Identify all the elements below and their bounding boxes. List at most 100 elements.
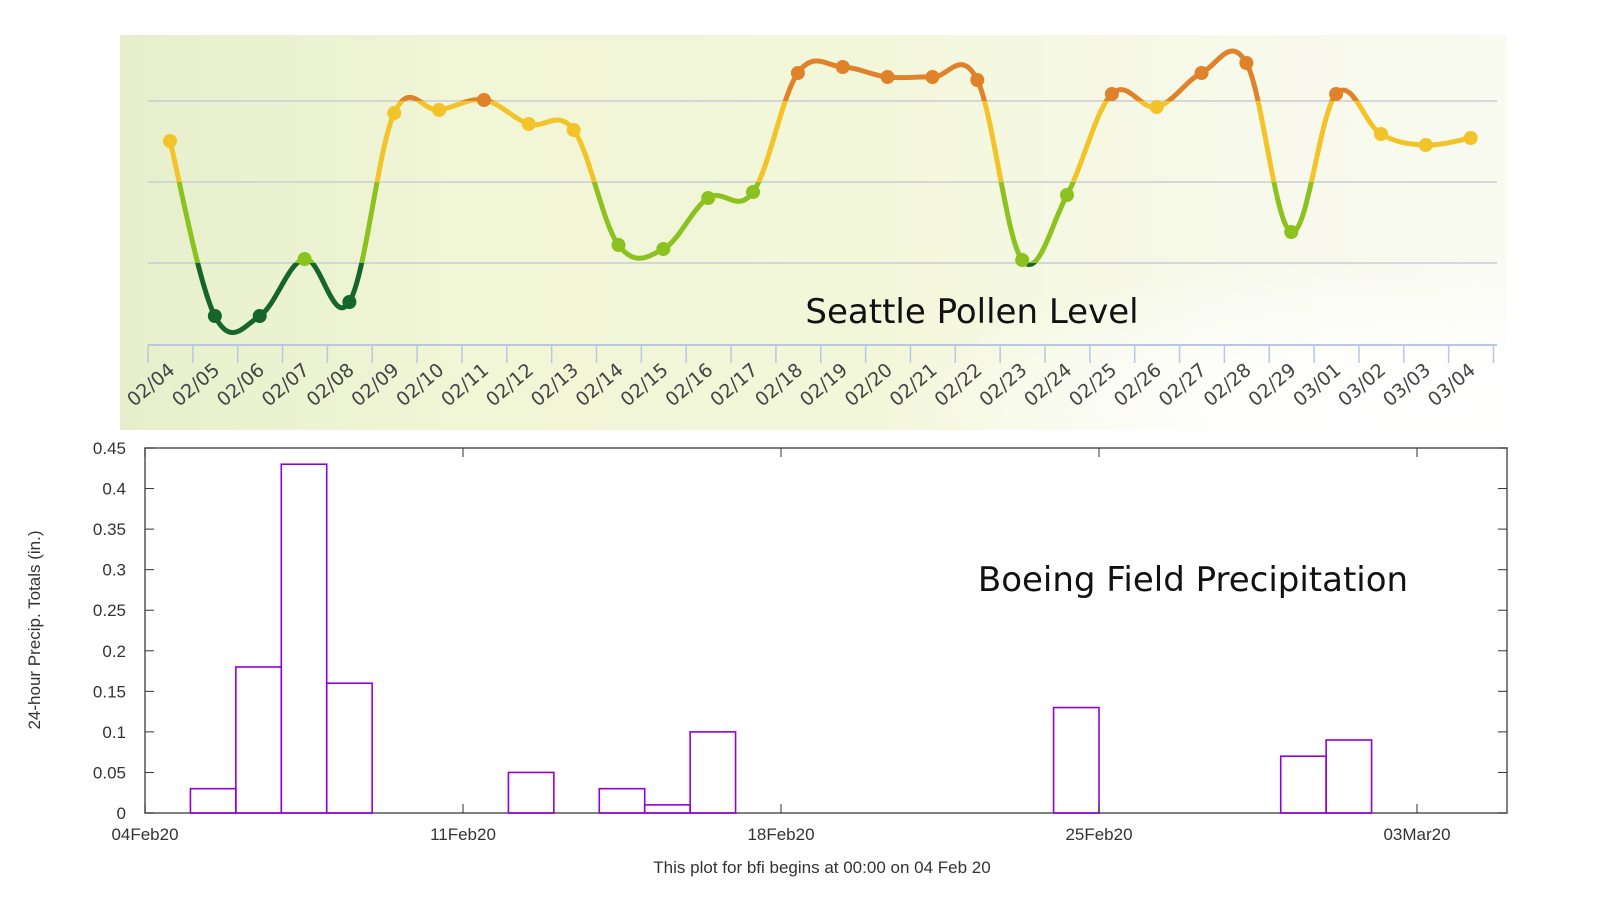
x-tick-label: 03/04 <box>1424 359 1480 411</box>
pollen-data-point <box>1284 225 1299 239</box>
pollen-data-point <box>432 103 447 117</box>
precip-y-axis-label: 24-hour Precip. Totals (in.) <box>25 530 44 729</box>
pollen-data-point <box>1060 188 1074 202</box>
pollen-data-point <box>790 66 805 80</box>
x-tick-label: 02/24 <box>1020 359 1076 411</box>
pollen-data-point <box>1015 253 1030 267</box>
precip-bar <box>280 463 328 814</box>
precip-bar <box>689 731 737 814</box>
pollen-chart-title: Seattle Pollen Level <box>805 292 1138 332</box>
precip-footer-note: This plot for bfi begins at 00:00 on 04 … <box>653 858 990 877</box>
x-tick-label: 02/15 <box>616 359 672 411</box>
pollen-line-series <box>167 48 1474 335</box>
x-tick-label: 02/18 <box>751 359 807 411</box>
pollen-data-point <box>342 295 357 309</box>
precip-bar <box>1325 739 1373 814</box>
precip-bar <box>643 804 691 814</box>
pollen-data-point <box>476 93 491 107</box>
pollen-data-point <box>656 242 671 256</box>
pollen-data-point <box>611 238 626 252</box>
x-tick-label: 02/21 <box>886 359 942 411</box>
x-tick-label: 02/04 <box>123 359 179 411</box>
precip-y-axis: 0 0.05 0.1 0.15 0.2 0.25 0.3 0.35 0.4 0.45 <box>93 439 1507 823</box>
pollen-data-point <box>252 309 267 323</box>
x-tick-label: 02/17 <box>706 359 762 411</box>
y-tick-label: 0.2 <box>102 642 126 661</box>
x-tick-label: 02/27 <box>1155 359 1211 411</box>
x-tick-label: 02/11 <box>437 359 493 411</box>
y-tick-label: 0.1 <box>102 723 126 742</box>
pollen-data-point <box>207 309 222 323</box>
pollen-data-point <box>1463 131 1478 145</box>
x-tick-label: 02/06 <box>213 359 269 411</box>
pollen-data-point <box>746 185 761 199</box>
x-tick-label: 02/08 <box>303 359 359 411</box>
precip-chart-title: Boeing Field Precipitation <box>978 560 1408 600</box>
y-tick-label: 0.4 <box>102 480 126 499</box>
x-tick-label: 02/26 <box>1110 359 1166 411</box>
pollen-data-point <box>701 191 716 205</box>
x-tick-label: 03Mar20 <box>1383 825 1450 844</box>
x-tick-label: 02/25 <box>1065 359 1121 411</box>
x-tick-label: 02/14 <box>572 359 628 411</box>
x-tick-label: 04Feb20 <box>111 825 178 844</box>
pollen-gridlines <box>148 100 1497 264</box>
y-tick-label: 0.05 <box>93 763 126 782</box>
pollen-data-point <box>1239 56 1254 70</box>
pollen-data-point <box>566 123 581 137</box>
x-tick-label: 25Feb20 <box>1065 825 1132 844</box>
plot-frame <box>144 447 1508 814</box>
y-tick-label: 0.25 <box>93 601 126 620</box>
x-tick-label: 11Feb20 <box>430 825 496 844</box>
pollen-data-point <box>1418 138 1433 152</box>
pollen-data-point <box>163 134 177 148</box>
pollen-data-point <box>387 106 402 120</box>
x-tick-label: 02/12 <box>482 359 538 411</box>
x-tick-label: 02/22 <box>930 359 986 411</box>
x-tick-label: 02/13 <box>527 359 583 411</box>
pollen-data-point <box>1194 66 1209 80</box>
x-tick-label: 03/02 <box>1334 359 1390 411</box>
precip-bar <box>1052 706 1100 814</box>
pollen-line-segment <box>176 182 1314 263</box>
pollen-data-point <box>880 70 895 84</box>
precip-x-axis: 04Feb20 11Feb20 18Feb20 25Feb20 03Mar20 <box>111 448 1451 844</box>
pollen-data-point <box>1104 87 1119 101</box>
pollen-data-points <box>163 56 1478 323</box>
precip-bar <box>235 666 283 814</box>
x-tick-label: 03/03 <box>1379 359 1435 411</box>
x-tick-label: 02/23 <box>975 359 1031 411</box>
x-tick-label: 02/20 <box>841 359 897 411</box>
pollen-data-point <box>297 252 312 266</box>
precip-bar <box>598 787 646 814</box>
precip-plot-frame <box>144 447 1508 814</box>
pollen-x-axis: 02/0402/0502/0602/0702/0802/0902/1002/11… <box>123 344 1497 411</box>
precip-bar <box>189 787 237 814</box>
y-tick-label: 0 <box>117 804 126 823</box>
pollen-data-point <box>970 73 985 87</box>
x-tick-label: 03/01 <box>1289 359 1345 411</box>
pollen-data-point <box>521 117 536 131</box>
x-tick-label: 02/09 <box>347 359 403 411</box>
x-tick-label: 02/16 <box>661 359 717 411</box>
pollen-data-point <box>1329 87 1344 101</box>
y-tick-label: 0.3 <box>102 561 126 580</box>
pollen-data-point <box>1149 100 1164 114</box>
precip-bar <box>507 771 555 814</box>
x-tick-label: 02/05 <box>168 359 224 411</box>
pollen-line-segment <box>398 48 1360 101</box>
y-tick-label: 0.35 <box>93 520 126 539</box>
y-tick-label: 0.15 <box>93 682 126 701</box>
x-tick-label: 02/29 <box>1244 359 1300 411</box>
x-tick-label: 02/28 <box>1200 359 1256 411</box>
y-tick-label: 0.45 <box>93 439 126 458</box>
pollen-data-point <box>835 60 850 74</box>
x-tick-label: 02/19 <box>796 359 852 411</box>
precip-bars <box>189 463 1373 814</box>
x-tick-label: 18Feb20 <box>747 825 814 844</box>
precip-bar <box>1279 755 1327 814</box>
x-tick-label: 02/07 <box>258 359 314 411</box>
pollen-data-point <box>1373 127 1388 141</box>
precip-bar <box>325 682 373 814</box>
